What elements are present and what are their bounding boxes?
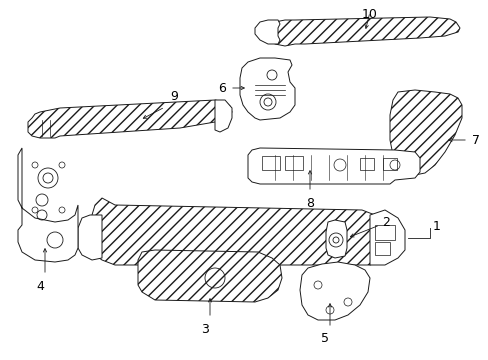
- Polygon shape: [78, 215, 102, 260]
- Text: 1: 1: [432, 220, 440, 233]
- Polygon shape: [138, 250, 282, 302]
- Text: 3: 3: [201, 323, 208, 336]
- Polygon shape: [92, 198, 397, 265]
- Polygon shape: [359, 158, 373, 170]
- Text: 9: 9: [170, 90, 178, 103]
- Text: 8: 8: [305, 197, 313, 210]
- Polygon shape: [374, 225, 394, 240]
- Polygon shape: [382, 158, 396, 170]
- Text: 4: 4: [36, 280, 44, 293]
- Text: 10: 10: [361, 8, 377, 21]
- Polygon shape: [389, 90, 461, 175]
- Text: 7: 7: [471, 134, 479, 147]
- Polygon shape: [299, 262, 369, 320]
- Polygon shape: [28, 100, 231, 138]
- Polygon shape: [325, 220, 346, 258]
- Polygon shape: [285, 156, 303, 170]
- Polygon shape: [240, 58, 294, 120]
- Text: 2: 2: [381, 216, 389, 229]
- Polygon shape: [369, 210, 404, 265]
- Polygon shape: [18, 148, 78, 262]
- Polygon shape: [269, 17, 459, 46]
- Polygon shape: [254, 20, 280, 44]
- Polygon shape: [247, 148, 419, 184]
- Text: 6: 6: [218, 81, 225, 95]
- Text: 5: 5: [320, 332, 328, 345]
- Polygon shape: [262, 156, 280, 170]
- Polygon shape: [374, 242, 389, 255]
- Polygon shape: [215, 100, 231, 132]
